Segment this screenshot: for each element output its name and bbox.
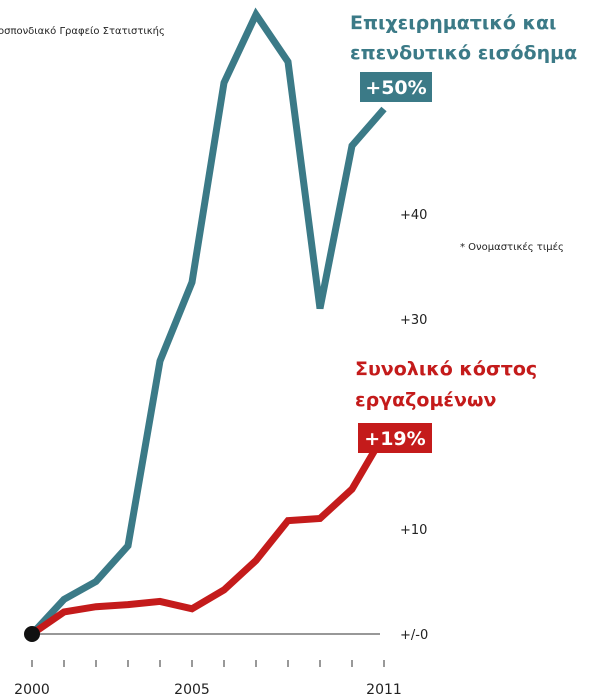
x-tick-label: 2005 [174,682,210,698]
source-text: οσπονδιακό Γραφείο Στατιστικής [0,25,165,37]
y-tick-label: +40 [400,208,427,223]
series-title-line: επενδυτικό εισόδημα [350,42,577,64]
employee-costs-line [30,432,388,637]
x-axis-ticks: 2000 2005 2011 [14,660,402,698]
badge-background [360,72,432,102]
x-tick-label: 2011 [366,682,402,698]
series-label-business-income: Επιχειρηματικό και επενδυτικό εισόδημα +… [350,12,577,102]
nominal-values-note: * Ονομαστικές τιμές [460,241,564,253]
series-label-employee-costs: Συνολικό κόστος εργαζομένων +19% [355,358,537,453]
y-tick-label: +10 [400,523,427,538]
series-title-line: Επιχειρηματικό και [350,12,556,34]
series-change-badge: +50% [365,77,426,99]
origin-marker [24,626,40,642]
y-axis-tick-labels: +/-0 +10 +30 +40 [400,208,428,643]
y-tick-label: +30 [400,313,427,328]
x-tick-label: 2000 [14,682,50,698]
badge-background [358,423,432,453]
series-lines [29,7,388,637]
series-title-line: εργαζομένων [355,389,496,411]
series-title-line: Συνολικό κόστος [355,358,537,380]
series-change-badge: +19% [364,428,425,450]
y-tick-label: +/-0 [400,628,428,643]
business-income-line [29,7,387,637]
